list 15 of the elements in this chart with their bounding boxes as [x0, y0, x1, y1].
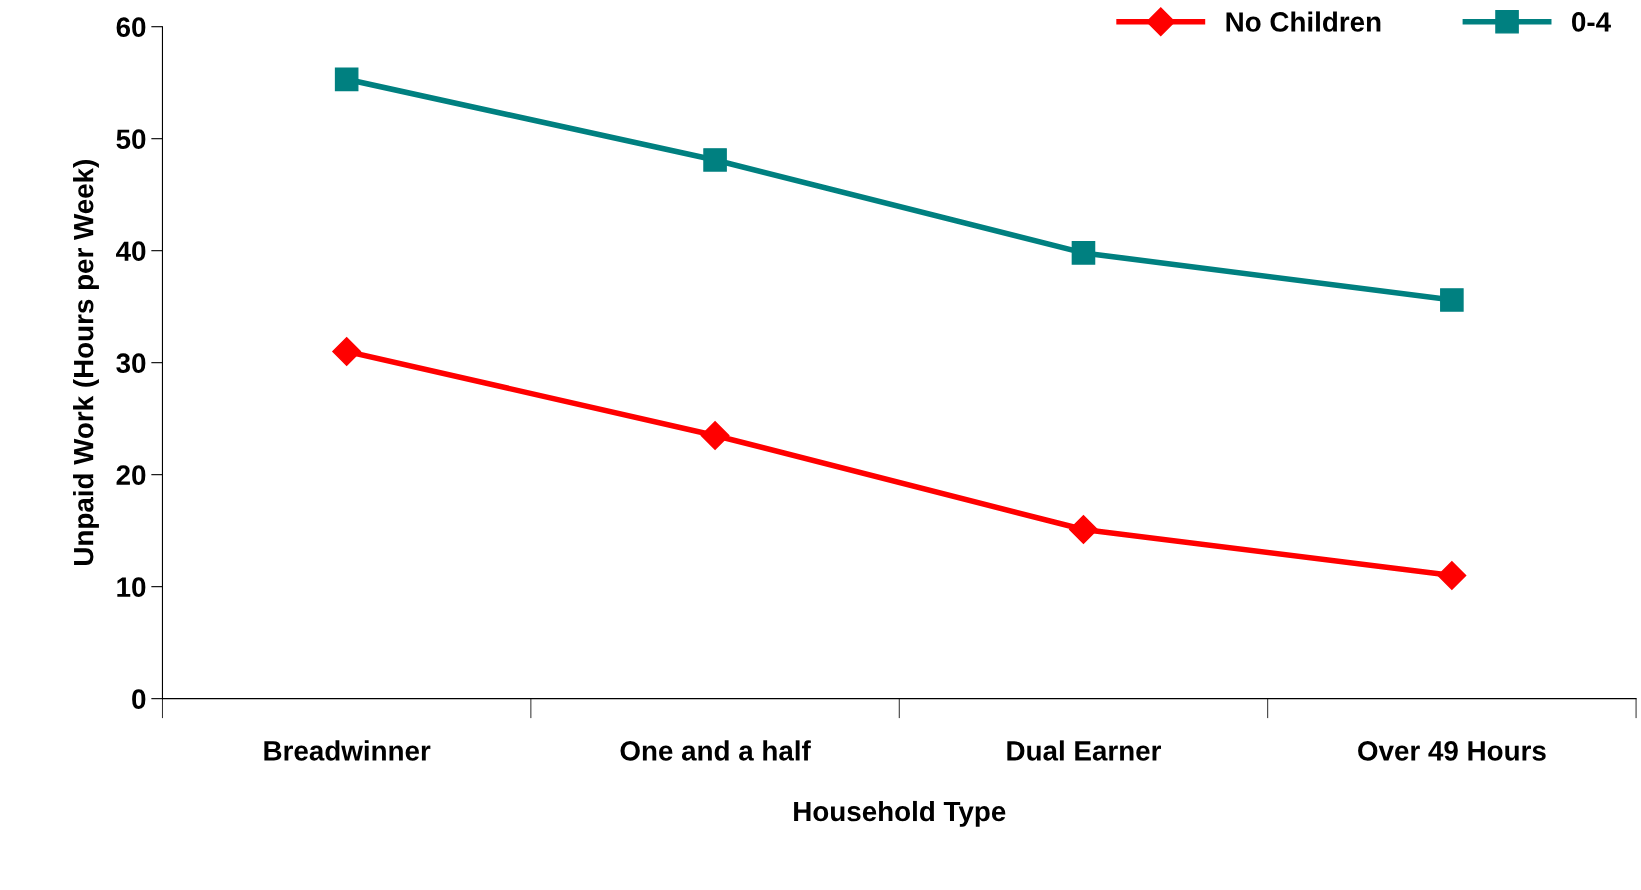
y-tick-label: 40: [116, 241, 146, 262]
x-tick-label: Over 49 Hours: [1358, 741, 1546, 761]
y-tick-label: 60: [116, 17, 146, 38]
legend-label: No Children: [1226, 11, 1381, 32]
y-tick-label: 10: [117, 577, 146, 597]
y-tick-label: 0: [132, 689, 146, 709]
y-tick-label: 30: [116, 353, 146, 374]
x-tick-label: One and a half: [620, 740, 811, 761]
legend-label: 0-4: [1572, 12, 1611, 32]
y-axis-title: Unpaid Work (Hours per Week): [73, 160, 99, 566]
x-axis-title: Household Type: [794, 800, 1006, 827]
x-tick-label: Dual Earner: [1007, 740, 1162, 761]
x-tick-label: Breadwinner: [264, 740, 431, 761]
y-tick-label: 50: [116, 129, 146, 150]
y-tick-label: 20: [116, 465, 146, 486]
